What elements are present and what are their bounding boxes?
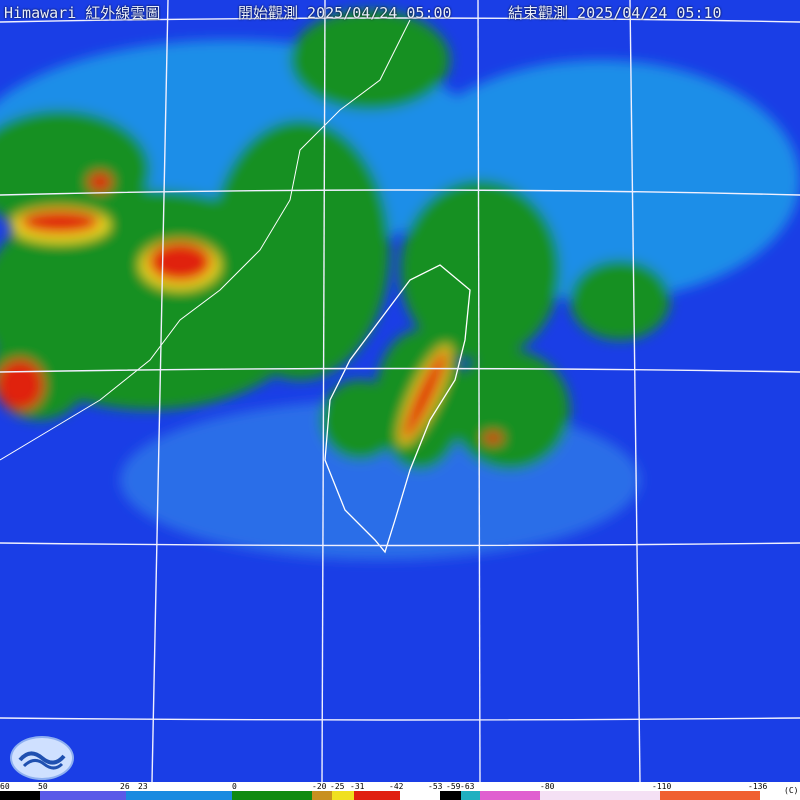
cloud-layer xyxy=(0,10,800,560)
start-label: 開始觀測 xyxy=(238,4,299,22)
end-time: 2025/04/24 05:10 xyxy=(577,4,722,22)
colorbar-segment xyxy=(0,791,40,800)
colorbar-segment xyxy=(232,791,312,800)
colorbar-tick-label: -31 xyxy=(350,782,365,791)
lat-lon-grid xyxy=(0,0,800,782)
colorbar-tick-label: 50 xyxy=(38,782,48,791)
colorbar-tick-label: -20 xyxy=(312,782,327,791)
start-observation: 開始觀測 2025/04/24 05:00 xyxy=(238,2,452,23)
temperature-colorbar: 60 50 26 23 0 -20 -25 -31 -42 -53 -59 -63 -80 -110 -13… xyxy=(0,782,800,800)
colorbar-segment xyxy=(126,791,232,800)
colorbar-segment xyxy=(660,791,760,800)
colorbar-segment xyxy=(440,791,461,800)
end-label: 結束觀測 xyxy=(508,4,569,22)
start-time: 2025/04/24 05:00 xyxy=(307,4,452,22)
colorbar-tick-label: -63 xyxy=(460,782,475,791)
colorbar-segment xyxy=(312,791,332,800)
colorbar-segment xyxy=(461,791,480,800)
colorbar-tick-label: 0 xyxy=(232,782,237,791)
colorbar-segment xyxy=(332,791,354,800)
infrared-cloud-map xyxy=(0,0,800,782)
colorbar-segment xyxy=(354,791,400,800)
cwa-logo-icon xyxy=(10,736,74,780)
colorbar-tick-label: 23 xyxy=(138,782,148,791)
colorbar-unit: (C) xyxy=(784,786,799,795)
colorbar-segment xyxy=(40,791,126,800)
colorbar-tick-label: 60 xyxy=(0,782,10,791)
colorbar-tick-label: -42 xyxy=(389,782,404,791)
end-observation: 結束觀測 2025/04/24 05:10 xyxy=(508,2,722,23)
colorbar-tick-label: -110 xyxy=(652,782,672,791)
colorbar-tick-label: -53 xyxy=(428,782,443,791)
colorbar-tick-label: -25 xyxy=(330,782,345,791)
colorbar-tick-label: 26 xyxy=(120,782,130,791)
colorbar-segment xyxy=(760,791,780,800)
colorbar-segment xyxy=(540,791,660,800)
colorbar-segment xyxy=(480,791,540,800)
colorbar-tick-label: -136 xyxy=(748,782,768,791)
image-title: Himawari 紅外線雲圖 xyxy=(4,4,161,22)
colorbar-tick-label: -80 xyxy=(540,782,555,791)
colorbar-tick-label: -59 xyxy=(446,782,461,791)
colorbar-segment xyxy=(400,791,440,800)
